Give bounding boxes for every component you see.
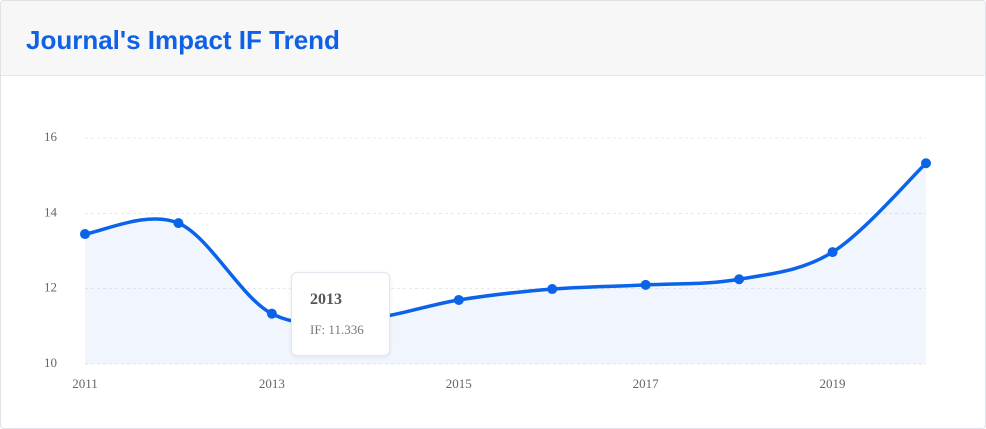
point bbox=[734, 274, 745, 285]
point bbox=[80, 229, 90, 240]
y-tick-label: 12 bbox=[44, 280, 57, 295]
x-tick-label: 2019 bbox=[820, 376, 846, 391]
area bbox=[85, 163, 926, 364]
y-tick-label: 16 bbox=[44, 129, 58, 144]
x-tick-label: 2017 bbox=[633, 376, 660, 391]
point bbox=[640, 279, 651, 290]
x-tick-label: 2015 bbox=[446, 376, 472, 391]
point bbox=[173, 218, 184, 229]
line bbox=[84, 161, 928, 325]
y-tick-label: 10 bbox=[44, 355, 57, 370]
point bbox=[921, 158, 931, 169]
point bbox=[547, 284, 558, 295]
point bbox=[453, 294, 464, 305]
point bbox=[827, 247, 838, 258]
x-tick-label: 2013 bbox=[259, 376, 285, 391]
tooltip-title: 2013 bbox=[310, 291, 342, 308]
tooltip: 2013 IF: 11.336 bbox=[291, 272, 390, 356]
y-tick-label: 14 bbox=[44, 204, 58, 219]
card-title: Journal's Impact IF Trend bbox=[26, 25, 340, 55]
card-header: Journal's Impact IF Trend bbox=[1, 1, 985, 76]
tooltip-text: IF: 11.336 bbox=[310, 322, 364, 337]
point bbox=[266, 308, 277, 319]
x-tick-label: 2011 bbox=[72, 376, 98, 391]
